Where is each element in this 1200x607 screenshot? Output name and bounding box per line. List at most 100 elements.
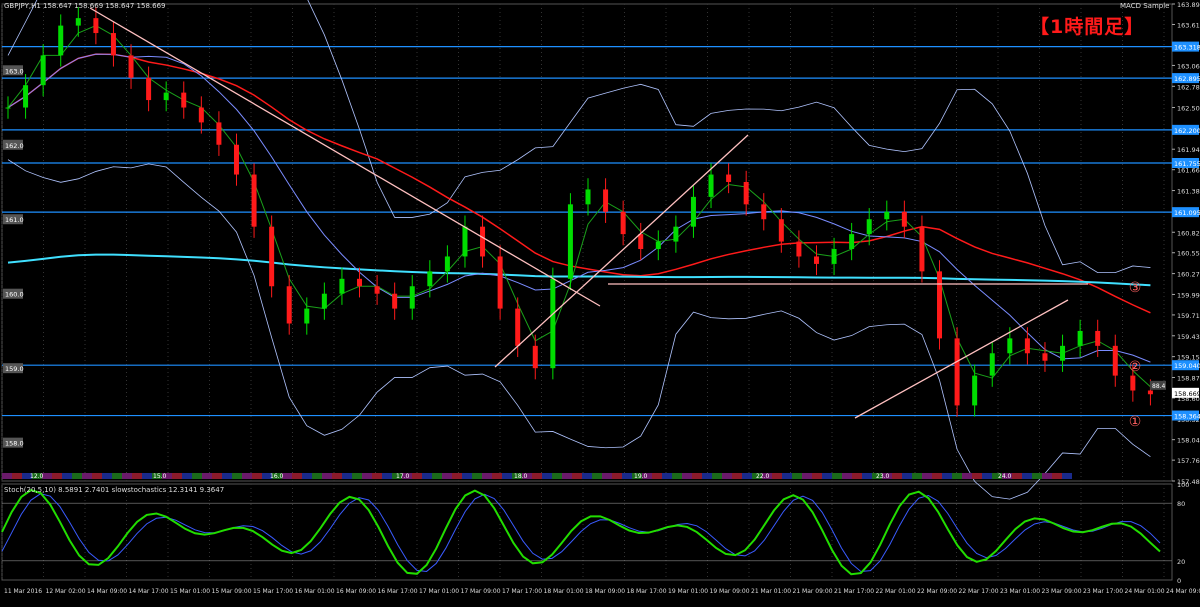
level-tag: 162.895 [1174, 75, 1200, 83]
level-tag-bg [1172, 207, 1199, 218]
day-bar-segment [1062, 473, 1072, 479]
candle-body [849, 234, 855, 250]
current-price-tag: 158.669 [1174, 390, 1200, 398]
candle-body [1095, 330, 1101, 346]
day-tag: 18.0 [514, 473, 528, 480]
candle-body [497, 256, 503, 309]
day-bar-segment [82, 473, 92, 479]
time-label: 16 Mar 01:00 [295, 588, 335, 595]
day-bar-segment [92, 473, 102, 479]
candle-body [743, 181, 749, 205]
left-mark-label: 159.0 [5, 365, 24, 373]
price-tick-label: 163.890 [1177, 1, 1200, 9]
day-bar-segment [842, 473, 852, 479]
candle-body [462, 226, 468, 257]
candle-body [937, 271, 943, 339]
day-bar-segment [602, 473, 612, 479]
price-tag-bg [1172, 387, 1199, 398]
candle-body [673, 226, 679, 242]
day-bar-segment [472, 473, 482, 479]
day-bar-segment [702, 473, 712, 479]
candle-body [972, 375, 978, 406]
time-label: 17 Mar 09:00 [461, 588, 501, 595]
time-label: 15 Mar 17:00 [253, 588, 293, 595]
day-bar-segment [952, 473, 962, 479]
time-label: 14 Mar 17:00 [129, 588, 169, 595]
day-bar-segment [762, 473, 772, 479]
stoch-scale-label: 20 [1177, 558, 1185, 566]
day-bar-segment [822, 473, 832, 479]
time-label: 17 Mar 17:00 [502, 588, 542, 595]
candle-body [93, 18, 99, 34]
stoch-k-line [1, 489, 1161, 576]
price-tick-label: 160.550 [1177, 250, 1200, 258]
candle-body [181, 92, 187, 108]
day-bar-segment [622, 473, 632, 479]
left-mark-label: 160.0 [5, 291, 24, 299]
day-bar-segment [1002, 473, 1012, 479]
day-bar-segment [1042, 473, 1052, 479]
trend-line-down [89, 7, 601, 307]
day-bar-segment [102, 473, 112, 479]
day-bar-segment [182, 473, 192, 479]
day-bar-segment [202, 473, 212, 479]
time-label: 21 Mar 17:00 [834, 588, 874, 595]
candle-body [1147, 390, 1153, 395]
day-bar-segment [642, 473, 652, 479]
candle-body [110, 33, 116, 56]
day-bar-segment [632, 473, 642, 479]
day-bar-segment [272, 473, 282, 479]
day-bar-segment [222, 473, 232, 479]
main-pane-frame [1, 3, 1173, 482]
left-mark-bg [3, 363, 23, 374]
day-bar-segment [872, 473, 882, 479]
left-mark-label: 163.0 [5, 67, 24, 75]
candle-body [638, 234, 644, 250]
day-bar-segment [1032, 473, 1042, 479]
day-bar-segment [502, 473, 512, 479]
day-bar-segment [12, 473, 22, 479]
day-bar-segment [372, 473, 382, 479]
price-tick-label: 161.385 [1177, 188, 1200, 196]
day-bar-segment [562, 473, 572, 479]
price-tick-label: 157.765 [1177, 457, 1200, 465]
price-tick-label: 160.270 [1177, 271, 1200, 279]
left-mark-bg [3, 65, 23, 76]
candle-body [216, 122, 222, 145]
stoch-scale-label: 0 [1177, 577, 1181, 585]
candle-body [163, 92, 169, 101]
price-tick-label: 161.940 [1177, 146, 1200, 154]
candle-body [901, 211, 907, 227]
candle-body [251, 174, 257, 227]
candle-body [813, 256, 819, 264]
day-bar-segment [492, 473, 502, 479]
candle-body [726, 174, 732, 182]
day-bar-segment [652, 473, 662, 479]
day-bar-segment [902, 473, 912, 479]
day-bar-segment [52, 473, 62, 479]
candle-body [146, 77, 152, 101]
day-bar-segment [862, 473, 872, 479]
level-tag: 159.040 [1174, 362, 1200, 370]
time-label: 18 Mar 01:00 [544, 588, 584, 595]
day-bar-segment [672, 473, 682, 479]
candle-body [480, 226, 486, 257]
candle-body [655, 241, 661, 250]
day-bar-segment [772, 473, 782, 479]
time-label: 15 Mar 09:00 [212, 588, 252, 595]
candle-body [919, 226, 925, 272]
day-tag: 23.0 [876, 473, 890, 480]
stochastic-title: Stoch(20,5,10) 8.5891 2.7401 slowstochas… [4, 486, 225, 494]
time-label: 22 Mar 09:00 [917, 588, 957, 595]
candle-body [989, 353, 995, 376]
day-tag: 22.0 [756, 473, 770, 480]
day-bar-segment [442, 473, 452, 479]
candle-body [1060, 345, 1066, 361]
day-bar-segment [932, 473, 942, 479]
time-label: 17 Mar 01:00 [419, 588, 459, 595]
day-bar-segment [282, 473, 292, 479]
candle-body [198, 107, 204, 123]
trend-line-lower [854, 299, 1069, 419]
day-bar-segment [962, 473, 972, 479]
